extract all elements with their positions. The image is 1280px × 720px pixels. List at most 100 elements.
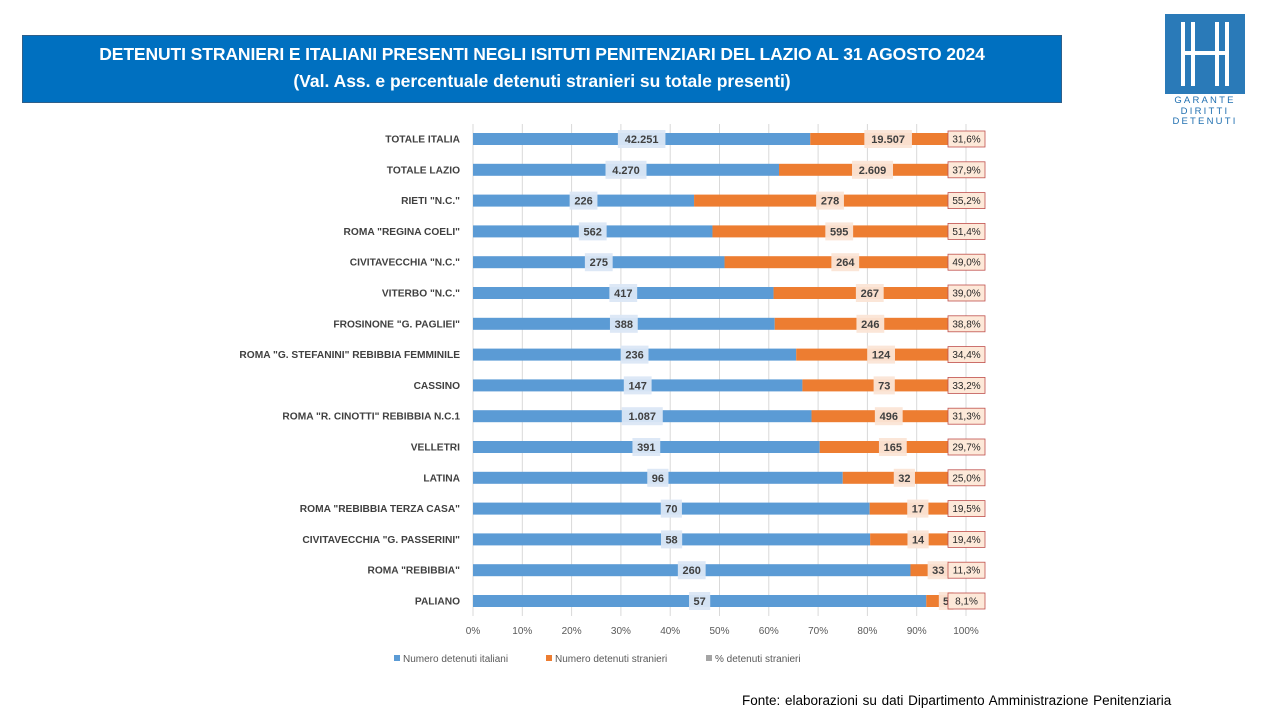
data-label-stranieri: 165	[884, 442, 902, 454]
data-label-percent: 33,2%	[952, 381, 980, 392]
data-label-percent: 19,5%	[952, 504, 980, 515]
data-label-bg-stranieri	[856, 314, 885, 333]
data-label-bg-italiani	[621, 407, 663, 426]
data-label-bg-italiani	[620, 345, 649, 364]
data-label-stranieri: 267	[861, 288, 879, 300]
data-label-bg-italiani	[578, 222, 607, 241]
percent-box	[947, 346, 986, 364]
percent-box	[947, 161, 986, 179]
category-label: ROMA "R. CINOTTI" REBIBBIA N.C.1	[282, 412, 460, 423]
data-label-bg-stranieri	[816, 191, 844, 210]
data-label-percent: 11,3%	[953, 566, 981, 577]
data-label-stranieri: 14	[912, 534, 925, 546]
data-label-italiani: 70	[665, 504, 677, 516]
data-label-stranieri: 496	[880, 411, 898, 423]
data-label-bg-stranieri	[873, 376, 895, 395]
percent-box	[947, 253, 986, 271]
data-label-percent: 8,1%	[955, 597, 978, 608]
category-label: TOTALE LAZIO	[387, 165, 460, 176]
percent-box	[947, 130, 986, 148]
stacked-bar-chart: 0% 10% 20% 30% 40% 50% 60% 70% 80% 90% 100% TOTALE …	[239, 124, 986, 665]
data-label-stranieri: 33	[932, 565, 944, 577]
data-label-italiani: 58	[665, 534, 677, 546]
data-label-stranieri: 595	[830, 226, 848, 238]
legend-label: Numero detenuti italiani	[403, 654, 508, 665]
data-label-percent: 55,2%	[952, 196, 980, 207]
data-label-bg-italiani	[623, 376, 652, 395]
data-label-stranieri: 5	[943, 596, 949, 608]
category-label: CASSINO	[414, 381, 460, 392]
category-label: ROMA "REGINA COELI"	[344, 227, 461, 238]
x-tick-label: 100%	[953, 626, 979, 637]
data-label-percent: 31,6%	[952, 135, 980, 146]
percent-box	[947, 561, 986, 579]
percent-box	[947, 315, 986, 333]
data-label-italiani: 226	[574, 196, 592, 208]
data-label-bg-stranieri	[893, 468, 915, 487]
data-label-percent: 34,4%	[952, 350, 980, 361]
data-label-bg-italiani	[689, 592, 711, 610]
data-label-italiani: 4.270	[612, 165, 640, 177]
data-label-stranieri: 17	[912, 504, 924, 516]
data-label-stranieri: 19.507	[871, 134, 905, 146]
percent-box	[947, 500, 986, 518]
data-label-bg-stranieri	[927, 561, 949, 580]
percent-box	[947, 284, 986, 302]
data-label-stranieri: 32	[898, 473, 910, 485]
category-label: PALIANO	[415, 597, 460, 608]
data-label-percent: 25,0%	[952, 473, 980, 484]
category-label: FROSINONE "G. PAGLIEI"	[333, 319, 460, 330]
percent-box	[947, 592, 986, 610]
data-label-italiani: 96	[652, 473, 664, 485]
logo-text-line: DETENUTI	[1172, 116, 1238, 127]
data-label-percent: 19,4%	[952, 535, 980, 546]
legend-swatch	[706, 655, 712, 661]
data-label-bg-italiani	[584, 253, 613, 272]
x-tick-label: 0%	[466, 626, 481, 637]
x-tick-label: 60%	[759, 626, 779, 637]
logo-text-line: DIRITTI	[1180, 105, 1230, 117]
category-label: CIVITAVECCHIA "G. PASSERINI"	[302, 535, 460, 546]
data-label-bg-italiani	[617, 130, 666, 148]
data-label-italiani: 42.251	[625, 134, 659, 146]
x-tick-label: 80%	[857, 626, 877, 637]
data-label-italiani: 417	[614, 288, 632, 300]
data-label-bg-stranieri	[867, 345, 895, 364]
data-label-italiani: 275	[590, 257, 608, 269]
data-label-stranieri: 124	[872, 350, 891, 362]
legend-label: % detenuti stranieri	[715, 654, 801, 665]
chart-subtitle: (Val. Ass. e percentuale detenuti strani…	[293, 71, 791, 91]
category-label: ROMA "REBIBBIA"	[368, 566, 461, 577]
data-label-percent: 38,8%	[952, 319, 980, 330]
data-label-bg-italiani	[605, 160, 647, 179]
data-label-italiani: 236	[625, 350, 643, 362]
data-label-bg-stranieri	[907, 499, 929, 518]
data-label-bg-italiani	[647, 468, 669, 487]
category-label: ROMA "G. STEFANINI" REBIBBIA FEMMINILE	[239, 350, 460, 361]
data-label-italiani: 391	[637, 442, 655, 454]
data-label-bg-italiani	[660, 530, 683, 549]
category-label: VELLETRI	[411, 443, 460, 454]
garante-logo: GARANTE DIRITTI DETENUTI	[1162, 12, 1248, 130]
percent-box	[947, 222, 986, 240]
data-label-italiani: 57	[693, 596, 705, 608]
data-label-bg-italiani	[660, 499, 682, 518]
data-label-bg-italiani	[677, 561, 706, 580]
data-label-stranieri: 2.609	[859, 165, 887, 177]
data-label-bg-stranieri	[825, 222, 854, 241]
x-tick-label: 30%	[611, 626, 631, 637]
data-label-bg-italiani	[569, 191, 598, 210]
x-tick-label: 10%	[512, 626, 532, 637]
data-label-bg-stranieri	[907, 530, 929, 549]
source-note: Fonte: elaborazioni su dati Dipartimento…	[742, 693, 1172, 708]
data-label-stranieri: 246	[861, 319, 879, 331]
data-label-italiani: 260	[683, 565, 701, 577]
category-label: RIETI "N.C."	[401, 196, 460, 207]
logo-text: GARANTE DIRITTI DETENUTI	[1162, 95, 1248, 128]
percent-box	[947, 531, 986, 548]
data-label-percent: 31,3%	[952, 412, 980, 423]
x-tick-label: 20%	[562, 626, 582, 637]
percent-box	[947, 192, 986, 210]
data-label-bg-stranieri	[874, 407, 903, 426]
data-label-percent: 37,9%	[952, 165, 980, 176]
